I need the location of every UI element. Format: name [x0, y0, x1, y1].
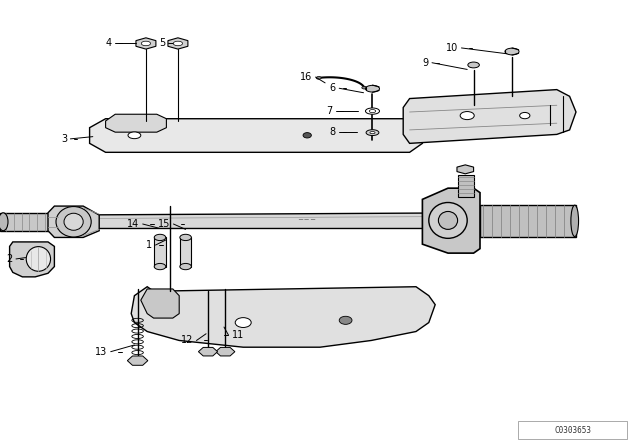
Ellipse shape: [26, 246, 51, 271]
Ellipse shape: [369, 110, 376, 113]
Text: 9: 9: [422, 58, 429, 68]
Bar: [180, 237, 191, 267]
Text: 4: 4: [106, 39, 112, 48]
Ellipse shape: [468, 62, 479, 68]
Polygon shape: [198, 347, 218, 356]
Polygon shape: [61, 213, 474, 228]
Ellipse shape: [180, 234, 191, 241]
Text: 15: 15: [158, 219, 170, 229]
Text: 13: 13: [95, 347, 108, 357]
Ellipse shape: [365, 108, 380, 114]
Ellipse shape: [520, 112, 530, 119]
Text: 3: 3: [61, 134, 67, 144]
Polygon shape: [216, 347, 235, 356]
Polygon shape: [168, 38, 188, 49]
Text: ─ ─ ─: ─ ─ ─: [299, 216, 316, 223]
Ellipse shape: [173, 41, 182, 46]
Polygon shape: [0, 213, 61, 231]
Bar: [154, 237, 166, 267]
Text: 2: 2: [6, 254, 13, 264]
Polygon shape: [127, 356, 148, 365]
Polygon shape: [403, 90, 576, 143]
Polygon shape: [136, 38, 156, 49]
Bar: [518, 421, 627, 439]
Ellipse shape: [370, 132, 375, 134]
Ellipse shape: [303, 133, 312, 138]
Polygon shape: [48, 206, 99, 237]
Text: 8: 8: [330, 127, 336, 137]
Text: 6: 6: [330, 83, 336, 93]
Polygon shape: [131, 287, 435, 347]
Ellipse shape: [0, 213, 8, 231]
Ellipse shape: [366, 130, 379, 135]
Ellipse shape: [571, 205, 579, 237]
Polygon shape: [480, 205, 576, 237]
Polygon shape: [10, 242, 54, 277]
Ellipse shape: [64, 213, 83, 230]
Ellipse shape: [438, 211, 458, 229]
Text: C0303653: C0303653: [554, 426, 591, 435]
Ellipse shape: [365, 85, 380, 92]
Text: 12: 12: [181, 336, 193, 345]
Ellipse shape: [154, 234, 166, 241]
Polygon shape: [422, 188, 480, 253]
Ellipse shape: [141, 41, 150, 46]
Ellipse shape: [460, 112, 474, 120]
Ellipse shape: [236, 318, 252, 327]
Ellipse shape: [154, 263, 166, 270]
Polygon shape: [106, 114, 166, 132]
Ellipse shape: [316, 77, 321, 79]
Text: 1: 1: [146, 240, 152, 250]
Ellipse shape: [505, 48, 519, 55]
Ellipse shape: [429, 202, 467, 238]
Ellipse shape: [362, 86, 367, 89]
Text: 7: 7: [326, 106, 333, 116]
Polygon shape: [457, 165, 474, 174]
Text: 11: 11: [232, 330, 244, 340]
Polygon shape: [458, 175, 474, 197]
Ellipse shape: [128, 132, 141, 139]
Text: 5: 5: [159, 39, 165, 48]
Polygon shape: [141, 289, 179, 318]
Ellipse shape: [56, 207, 92, 237]
Text: 14: 14: [127, 219, 140, 229]
Ellipse shape: [339, 316, 352, 324]
Ellipse shape: [180, 263, 191, 270]
Text: 10: 10: [446, 43, 458, 53]
Polygon shape: [90, 119, 422, 152]
Text: 16: 16: [300, 72, 312, 82]
